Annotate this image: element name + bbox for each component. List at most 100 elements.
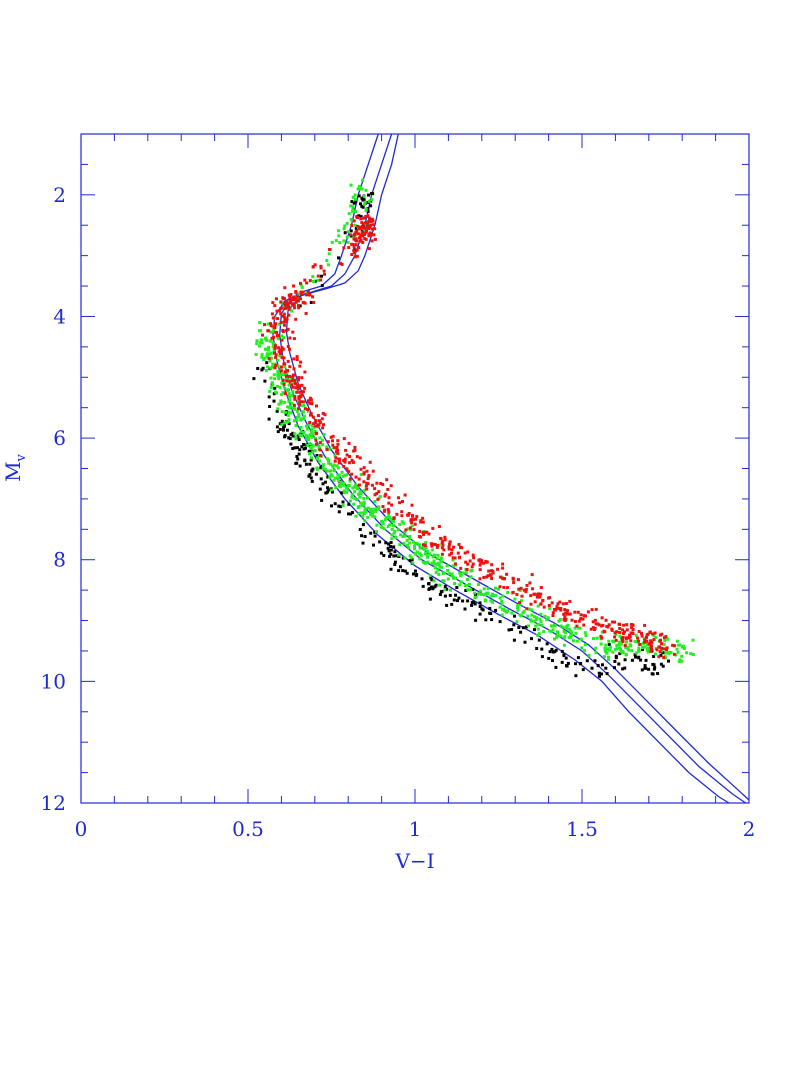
star-point [347,502,351,506]
star-point [290,309,294,313]
star-point [298,464,302,468]
star-point [691,653,695,657]
star-point [535,647,539,650]
star-point [452,576,456,580]
star-point [565,664,568,668]
star-point [358,456,362,460]
star-point [348,233,352,237]
star-point [281,330,285,334]
star-point [363,535,367,538]
star-point [498,585,502,589]
star-point [340,262,344,266]
star-point [653,631,657,635]
star-point [562,653,566,657]
star-point [535,595,539,599]
star-point [384,516,388,520]
star-point [522,588,526,592]
star-point [252,377,256,381]
star-point [387,510,391,514]
star-point [362,489,366,493]
star-point [389,567,393,571]
star-point [387,512,391,516]
star-point [501,566,505,570]
star-point [618,627,622,630]
star-point [563,618,567,622]
star-point [317,444,321,448]
star-point [303,370,307,374]
star-point [413,545,416,548]
star-point [308,421,312,424]
star-point [304,312,308,315]
star-point [264,369,268,372]
star-point [393,550,397,554]
star-point [359,202,362,206]
y-tick-labels: 2 4 6 8 10 12 [41,183,66,815]
star-point [275,334,279,338]
star-point [271,342,275,345]
star-point [413,542,417,546]
star-point [351,209,355,213]
star-point [278,354,282,358]
star-point [528,581,532,585]
star-point [369,507,372,511]
star-point [361,241,365,244]
star-point [267,417,271,421]
star-point [366,215,370,218]
star-point [420,577,424,581]
star-point [478,605,482,608]
star-point [288,379,292,383]
star-point [414,569,417,573]
star-point [484,560,488,564]
star-point [315,466,319,470]
star-point [536,604,540,608]
star-point [336,452,340,456]
star-point [430,561,434,565]
star-point [621,667,625,671]
star-point [361,222,365,226]
star-point [263,337,267,341]
star-point [290,401,294,405]
star-point [622,623,626,627]
star-point [369,531,373,535]
star-point [309,447,313,450]
star-point [345,221,349,225]
star-point [604,650,608,654]
star-point [368,217,372,221]
star-point [559,634,563,638]
star-point [431,555,435,559]
star-point [551,650,555,654]
star-point [282,320,286,324]
star-point [593,659,597,663]
star-point [591,626,595,630]
star-point [292,367,296,371]
star-point [643,645,647,649]
star-point [676,650,680,654]
star-point [351,460,355,464]
star-point [565,611,569,615]
star-point [273,346,277,350]
star-point [599,642,603,646]
star-point [392,524,395,527]
star-point [466,562,470,566]
star-point [368,460,372,464]
star-point [408,554,412,558]
y-tick-label: 12 [41,791,66,815]
star-point [385,478,389,482]
star-point [280,410,284,414]
star-point [263,356,267,360]
star-point [494,594,498,598]
star-point [329,488,333,492]
star-point [449,588,452,592]
star-point [297,397,301,401]
star-point [613,666,616,670]
star-point [590,666,594,670]
star-point [518,613,522,617]
star-point [300,404,304,408]
star-point [621,628,625,632]
star-point [421,560,425,564]
star-point [311,295,315,299]
star-point [348,461,352,465]
star-point [571,639,575,643]
star-point [378,540,382,544]
star-point [347,246,351,249]
